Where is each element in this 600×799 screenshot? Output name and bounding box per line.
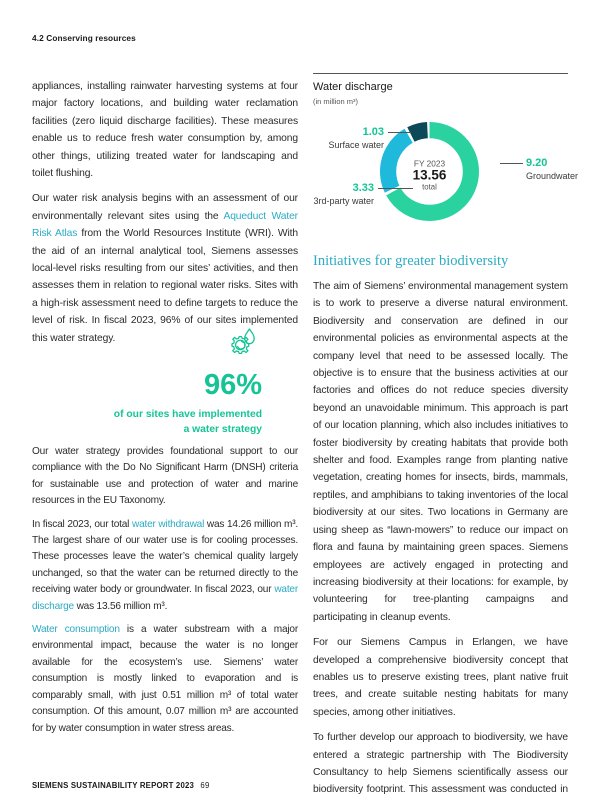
svg-text:13.56: 13.56 xyxy=(412,167,446,182)
svg-text:total: total xyxy=(422,182,437,191)
